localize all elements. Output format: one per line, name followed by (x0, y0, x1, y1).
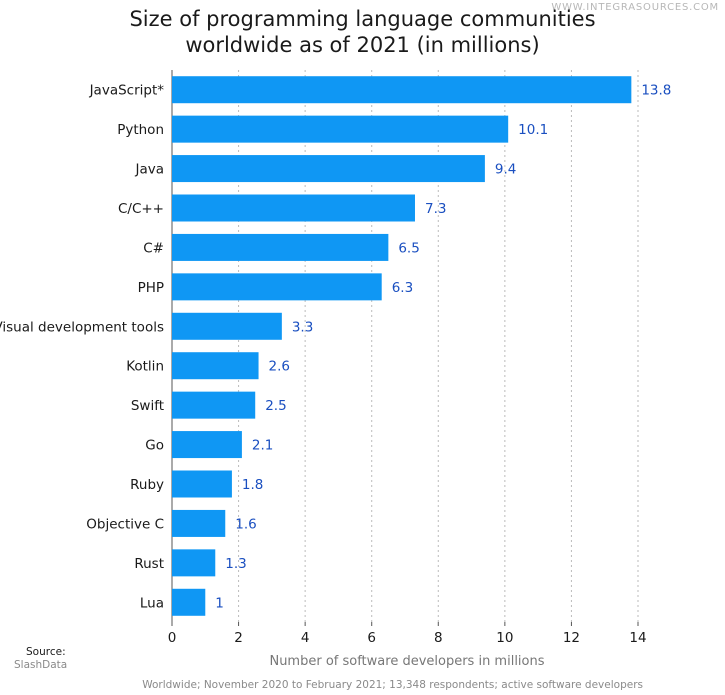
bars (172, 76, 632, 616)
x-tick-label: 8 (434, 630, 443, 646)
x-axis-label: Number of software developers in million… (269, 654, 545, 669)
source-block: Source: SlashData (14, 646, 67, 672)
category-label: Ruby (130, 477, 164, 493)
bar (172, 431, 242, 459)
category-label: Lua (140, 595, 164, 611)
category-label: JavaScript* (89, 83, 165, 99)
category-label: Go (145, 438, 164, 454)
x-tick-label: 14 (629, 630, 646, 646)
bar (172, 194, 415, 222)
chart-title: Size of programming language communities… (0, 6, 725, 58)
bar (172, 549, 216, 577)
source-label: Source: (26, 646, 66, 658)
watermark: WWW.INTEGRASOURCES.COM (551, 2, 719, 13)
bar (172, 312, 282, 340)
bar (172, 509, 226, 537)
footnote: Worldwide; November 2020 to February 202… (142, 679, 643, 691)
value-labels: 13.8 10.1 9.4 7.3 6.5 6.3 3.3 2.6 2.5 2.1 1.8 1.6 1.… (215, 83, 671, 612)
x-tick-label: 0 (168, 630, 177, 646)
category-label: Rust (134, 556, 164, 572)
value-label: 1.8 (242, 477, 263, 493)
value-label: 7.3 (425, 201, 446, 217)
bar (172, 588, 206, 616)
category-label: Objective C (86, 516, 164, 532)
value-label: 1.3 (225, 556, 246, 572)
bar (172, 352, 259, 380)
category-label: PHP (138, 280, 164, 296)
category-label: Python (117, 122, 164, 138)
chart-title-line-2: worldwide as of 2021 (in millions) (185, 33, 540, 57)
bar (172, 155, 485, 183)
bar (172, 233, 389, 261)
value-label: 9.4 (495, 162, 516, 178)
value-label: 3.3 (292, 319, 313, 335)
category-label: Java (134, 162, 164, 178)
bar (172, 76, 632, 104)
x-tick-label: 2 (234, 630, 243, 646)
x-tick-label: 10 (496, 630, 513, 646)
value-label: 2.1 (252, 438, 273, 454)
x-tick-label: 6 (367, 630, 376, 646)
bar (172, 115, 509, 143)
grid-lines (171, 70, 639, 622)
category-label: C/C++ (118, 201, 164, 217)
x-tick-label: 4 (301, 630, 310, 646)
value-label: 1 (215, 595, 224, 611)
value-label: 2.6 (269, 359, 290, 375)
source-name: SlashData (14, 659, 68, 671)
value-label: 1.6 (235, 516, 256, 532)
value-label: 10.1 (518, 122, 548, 138)
value-label: 6.3 (392, 280, 413, 296)
x-axis-ticks: 0 2 4 6 8 10 12 14 (168, 622, 647, 646)
category-labels: JavaScript* Python Java C/C++ C# PHP Visual de… (0, 83, 164, 612)
x-tick-label: 12 (563, 630, 580, 646)
value-label: 6.5 (398, 240, 419, 256)
value-label: 13.8 (641, 83, 671, 99)
category-label: Swift (131, 398, 164, 414)
value-label: 2.5 (265, 398, 286, 414)
chart-title-line-1: Size of programming language communities (129, 7, 596, 31)
category-label: C# (143, 240, 164, 256)
bar (172, 273, 382, 301)
category-label: Kotlin (126, 359, 164, 375)
category-label: Visual development tools (0, 319, 164, 335)
bar (172, 391, 256, 419)
bar (172, 470, 232, 498)
